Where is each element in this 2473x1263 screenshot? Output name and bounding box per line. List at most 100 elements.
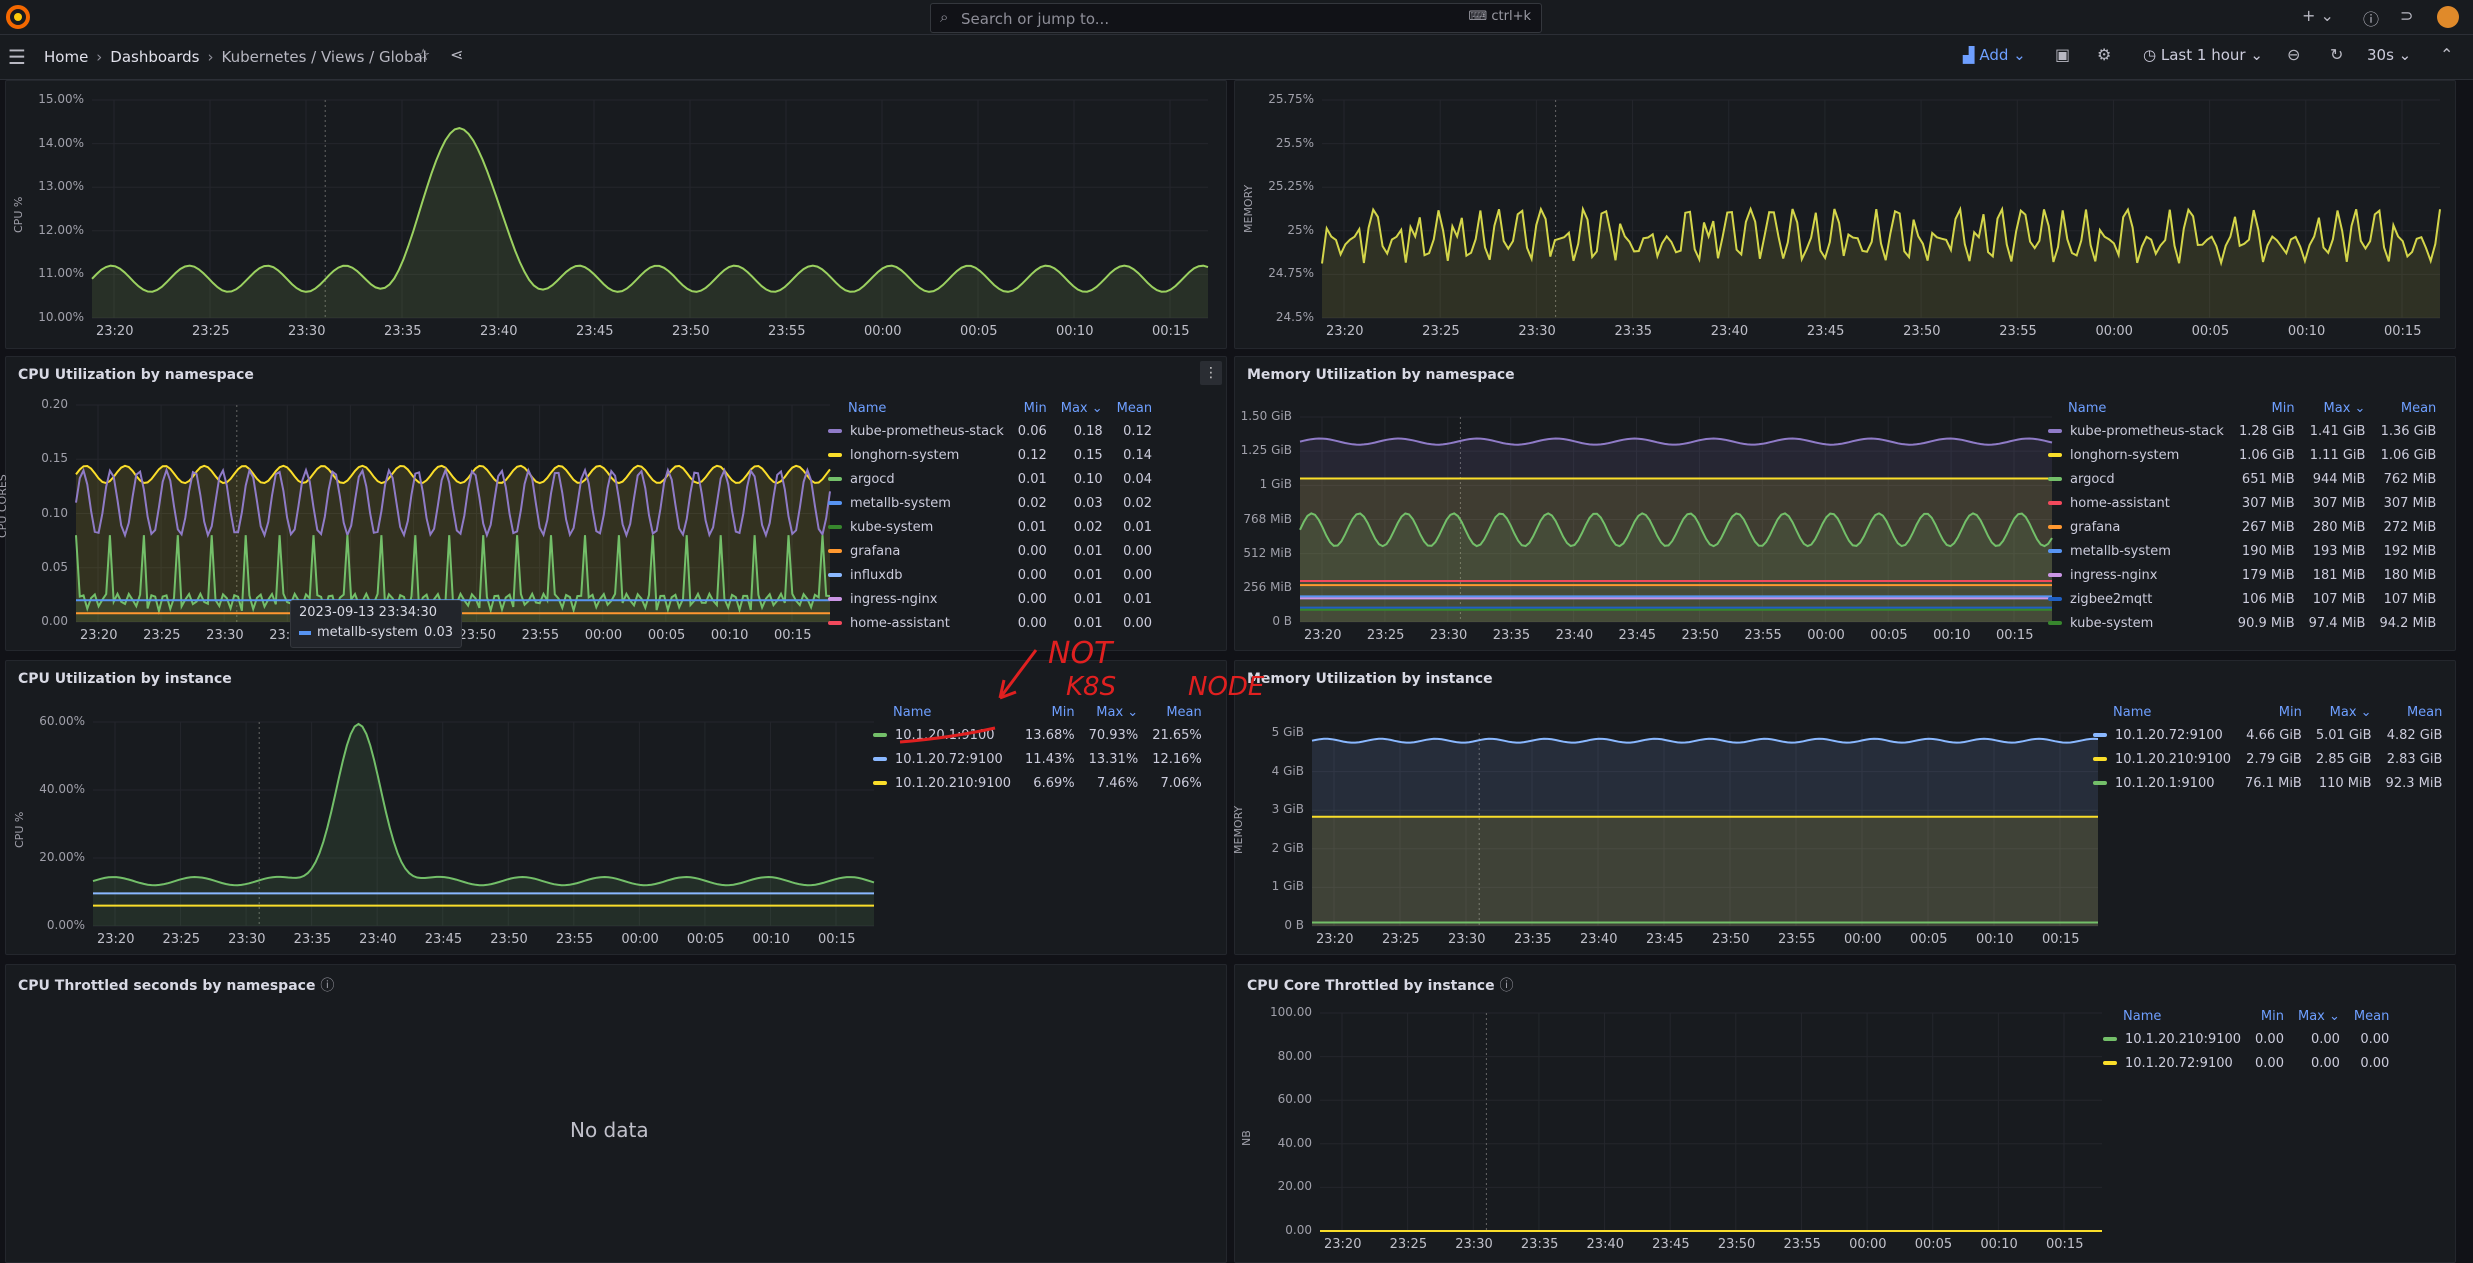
grafana-logo-icon[interactable] [2,0,36,34]
refresh-interval-button[interactable]: 30s ⌄ [2367,46,2412,64]
legend-row[interactable]: longhorn-system 1.06 GiB 1.11 GiB 1.06 GiB [2040,443,2436,467]
panel-title: Memory Utilization by namespace [1247,367,1515,383]
legend-row[interactable]: metallb-system 190 MiB 193 MiB 192 MiB [2040,539,2436,563]
legend-col-max[interactable]: Max ⌄ [2323,401,2366,416]
x-tick-label: 23:45 [424,932,463,947]
legend-max: 0.03 [1073,495,1103,511]
legend-min: 1.06 GiB [2238,447,2295,463]
legend-row[interactable]: 10.1.20.210:9100 6.69% 7.46% 7.06% [865,771,1202,795]
legend-swatch [2048,525,2062,529]
legend-row[interactable]: 10.1.20.72:9100 4.66 GiB 5.01 GiB 4.82 GiB [2085,723,2442,747]
legend-row[interactable]: kube-prometheus-stack 0.06 0.18 0.12 [820,419,1152,443]
news-feed-icon[interactable]: ⊃ [2400,6,2414,25]
refresh-icon[interactable]: ↻ [2330,45,2344,64]
add-button[interactable]: ▟ Add ⌄ [1963,46,2026,64]
legend-row[interactable]: home-assistant 0.00 0.01 0.00 [820,611,1152,635]
legend-swatch [873,757,887,761]
legend-header: Name Min Max ⌄ Mean [2040,398,2436,419]
legend-row[interactable]: 10.1.20.72:9100 11.43% 13.31% 12.16% [865,747,1202,771]
legend-col-max[interactable]: Max ⌄ [1060,401,1103,416]
y-tick-label: 60.00% [39,714,85,728]
legend-row[interactable]: kube-prometheus-stack 1.28 GiB 1.41 GiB 1.3… [2040,419,2436,443]
avatar[interactable] [2437,6,2459,32]
legend-col-min[interactable]: Min [2278,705,2302,720]
y-tick-label: 25.5% [1275,135,1314,150]
legend-swatch [2048,429,2062,433]
legend-col-name[interactable]: Name [2123,1009,2162,1024]
legend-col-max[interactable]: Max ⌄ [2297,1009,2340,1024]
x-tick-label: 23:40 [1586,1237,1624,1252]
star-icon[interactable]: ☆ [416,45,431,64]
legend-col-mean[interactable]: Mean [2400,401,2437,416]
legend-row[interactable]: zigbee2mqtt 106 MiB 107 MiB 107 MiB [2040,587,2436,611]
legend-col-mean[interactable]: Mean [2406,705,2443,720]
legend-name-cell: kube-system [820,515,1004,539]
x-tick-label: 00:15 [2042,932,2080,947]
legend-row[interactable]: 10.1.20.210:9100 2.79 GiB 2.85 GiB 2.83 GiB [2085,747,2442,771]
legend-col-min[interactable]: Min [1051,705,1075,720]
legend-row[interactable]: 10.1.20.1:9100 13.68% 70.93% 21.65% [865,723,1202,747]
mem-ns-argocd-area [1300,513,2052,622]
legend-row[interactable]: kube-system 0.01 0.02 0.01 [820,515,1152,539]
save-icon[interactable]: ▣ [2055,45,2071,64]
info-icon[interactable]: ⓘ [1499,978,1514,994]
legend-row[interactable]: 10.1.20.72:9100 0.00 0.00 0.00 [2095,1051,2389,1075]
collapse-icon[interactable]: ⌃ [2440,45,2454,64]
legend-row[interactable]: influxdb 0.00 0.01 0.00 [820,563,1152,587]
y-axis-title: CPU CORES [0,473,9,538]
legend-row[interactable]: ingress-nginx 179 MiB 181 MiB 180 MiB [2040,563,2436,587]
legend-col-min[interactable]: Min [2260,1009,2284,1024]
time-picker-button[interactable]: ◷ Last 1 hour ⌄ [2143,46,2263,64]
share-icon[interactable]: ⋖ [450,45,464,64]
legend-col-name[interactable]: Name [2113,705,2152,720]
legend-row[interactable]: home-assistant 307 MiB 307 MiB 307 MiB [2040,491,2436,515]
legend-col-name[interactable]: Name [2068,401,2107,416]
legend-col-min[interactable]: Min [2271,401,2295,416]
breadcrumb-home[interactable]: Home [44,48,89,66]
breadcrumb-dashboards[interactable]: Dashboards [110,48,200,66]
menu-icon[interactable]: ☰ [8,45,26,69]
legend-row[interactable]: 10.1.20.1:9100 76.1 MiB 110 MiB 92.3 MiB [2085,771,2442,795]
legend-col-min[interactable]: Min [1023,401,1047,416]
x-tick-label: 00:05 [1910,932,1948,947]
y-tick-label: 768 MiB [1243,511,1292,526]
legend-mean: 180 MiB [2383,567,2437,583]
legend-col-name[interactable]: Name [893,705,932,720]
legend-name: influxdb [850,567,903,583]
legend-max: 181 MiB [2312,567,2366,583]
legend-row[interactable]: grafana 0.00 0.01 0.00 [820,539,1152,563]
legend-min: 0.01 [1017,471,1047,487]
legend-col-max[interactable]: Max ⌄ [2329,705,2372,720]
legend-row[interactable]: kube-system 90.9 MiB 97.4 MiB 94.2 MiB [2040,611,2436,635]
legend-col-mean[interactable]: Mean [1116,401,1153,416]
legend-row[interactable]: grafana 267 MiB 280 MiB 272 MiB [2040,515,2436,539]
legend-col-max[interactable]: Max ⌄ [1096,705,1139,720]
cpu-inst-1-area [93,724,874,926]
legend-row[interactable]: ingress-nginx 0.00 0.01 0.01 [820,587,1152,611]
zoom-out-icon[interactable]: ⊖ [2287,45,2301,64]
info-icon[interactable]: ⓘ [320,978,335,994]
x-tick-label: 00:15 [2046,1237,2084,1252]
legend-col-mean[interactable]: Mean [1166,705,1202,720]
legend-col-name[interactable]: Name [848,401,887,416]
legend-col-mean[interactable]: Mean [2353,1009,2390,1024]
legend-row[interactable]: argocd 0.01 0.10 0.04 [820,467,1152,491]
legend-max: 0.18 [1073,423,1103,439]
legend-row[interactable]: argocd 651 MiB 944 MiB 762 MiB [2040,467,2436,491]
memory-overall-series-line [1321,205,2441,267]
help-icon[interactable]: ⓘ [2363,10,2380,29]
legend-row[interactable]: 10.1.20.210:9100 0.00 0.00 0.00 [2095,1027,2389,1051]
x-tick-label: 23:30 [288,324,326,339]
legend-swatch [828,501,842,505]
x-tick-label: 23:35 [384,324,422,339]
legend-row[interactable]: longhorn-system 0.12 0.15 0.14 [820,443,1152,467]
new-plus-icon[interactable]: + ⌄ [2302,6,2334,25]
panel-menu-icon[interactable]: ⋮ [1200,361,1222,385]
search-input[interactable]: ⌕ Search or jump to... ⌨ ctrl+k [930,3,1542,33]
legend-swatch [2093,757,2107,761]
legend-name: argocd [2070,471,2115,487]
settings-gear-icon[interactable]: ⚙ [2097,45,2112,64]
legend-mean: 0.00 [1123,543,1153,559]
legend-row[interactable]: metallb-system 0.02 0.03 0.02 [820,491,1152,515]
